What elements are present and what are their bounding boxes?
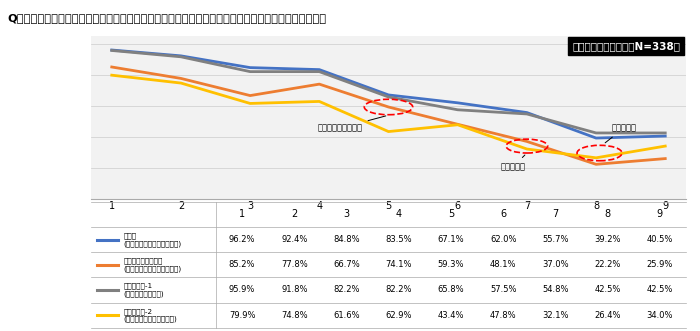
- Text: 専門・技術-2
(工場・建設など現場中心): 専門・技術-2 (工場・建設など現場中心): [124, 308, 178, 322]
- Text: 65.8%: 65.8%: [438, 285, 464, 295]
- Text: グラデにラメライン: グラデにラメライン: [318, 116, 386, 133]
- Text: 84.8%: 84.8%: [333, 235, 360, 244]
- Text: 55.7%: 55.7%: [542, 235, 568, 244]
- Text: 61.6%: 61.6%: [333, 310, 360, 320]
- Text: 39.2%: 39.2%: [594, 235, 621, 244]
- Text: 66.7%: 66.7%: [333, 260, 360, 269]
- Text: 67.1%: 67.1%: [438, 235, 464, 244]
- Text: 事務系
(管理・総務・人事部門など): 事務系 (管理・総務・人事部門など): [124, 233, 182, 247]
- Text: 92.4%: 92.4%: [281, 235, 307, 244]
- Text: 2: 2: [291, 210, 298, 219]
- Text: 6: 6: [500, 210, 506, 219]
- Text: ストーン少: ストーン少: [500, 155, 526, 171]
- Text: 91.8%: 91.8%: [281, 285, 307, 295]
- Text: 9: 9: [657, 210, 663, 219]
- Text: 74.8%: 74.8%: [281, 310, 307, 320]
- Text: 製造業　職種別回答（N=338）: 製造業 職種別回答（N=338）: [572, 41, 680, 51]
- Text: 57.5%: 57.5%: [490, 285, 517, 295]
- Text: 95.9%: 95.9%: [229, 285, 256, 295]
- Text: 82.2%: 82.2%: [333, 285, 360, 295]
- Text: 40.5%: 40.5%: [647, 235, 673, 244]
- Text: 34.0%: 34.0%: [647, 310, 673, 320]
- Text: 47.8%: 47.8%: [490, 310, 517, 320]
- Text: 96.2%: 96.2%: [229, 235, 256, 244]
- Text: 59.3%: 59.3%: [438, 260, 464, 269]
- Text: 62.0%: 62.0%: [490, 235, 517, 244]
- Text: 7: 7: [552, 210, 559, 219]
- Text: ストーン多: ストーン多: [606, 124, 636, 143]
- Text: 77.8%: 77.8%: [281, 260, 308, 269]
- Text: 83.5%: 83.5%: [386, 235, 412, 244]
- Text: 3: 3: [344, 210, 349, 219]
- Text: 48.1%: 48.1%: [490, 260, 517, 269]
- Text: 専門・技術-1
(デスクワーク中心): 専門・技術-1 (デスクワーク中心): [124, 283, 164, 297]
- Text: 85.2%: 85.2%: [229, 260, 256, 269]
- Text: 32.1%: 32.1%: [542, 310, 568, 320]
- Text: 54.8%: 54.8%: [542, 285, 568, 295]
- Text: 79.9%: 79.9%: [229, 310, 256, 320]
- Text: 22.2%: 22.2%: [594, 260, 621, 269]
- Text: 37.0%: 37.0%: [542, 260, 568, 269]
- Text: 43.4%: 43.4%: [438, 310, 464, 320]
- Text: 1: 1: [239, 210, 245, 219]
- Text: 5: 5: [448, 210, 454, 219]
- Text: 25.9%: 25.9%: [647, 260, 673, 269]
- Text: 42.5%: 42.5%: [594, 285, 621, 295]
- Text: Q　あなたの職場で、女性社員がネイルのオシャレを施す場合、どの程度なら問題ないと考えますか？: Q あなたの職場で、女性社員がネイルのオシャレを施す場合、どの程度なら問題ないと…: [7, 13, 326, 23]
- Text: 8: 8: [605, 210, 610, 219]
- Text: 42.5%: 42.5%: [647, 285, 673, 295]
- Text: 74.1%: 74.1%: [386, 260, 412, 269]
- Text: 82.2%: 82.2%: [386, 285, 412, 295]
- Text: 4: 4: [395, 210, 402, 219]
- Text: 62.9%: 62.9%: [386, 310, 412, 320]
- Text: 営業・接客・販売系
(顧客と対面することが多い): 営業・接客・販売系 (顧客と対面することが多い): [124, 258, 182, 272]
- Text: 26.4%: 26.4%: [594, 310, 621, 320]
